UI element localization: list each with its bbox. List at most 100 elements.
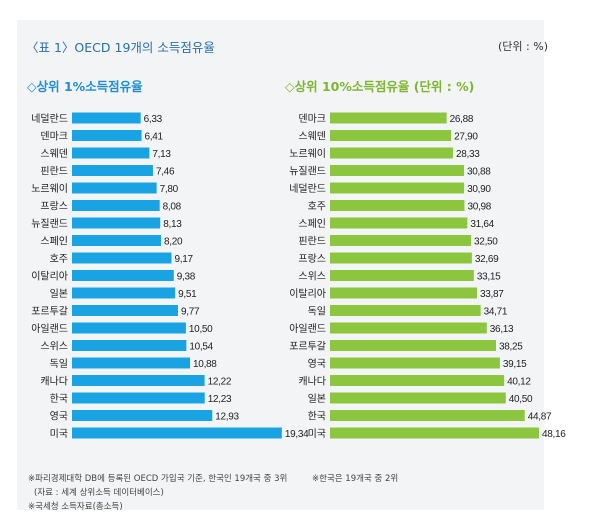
right-category-label-11: 이탈리아 xyxy=(289,287,326,300)
left-category-label-16: 캐나다 xyxy=(40,376,68,388)
left-category-label-14: 스위스 xyxy=(40,340,68,353)
right-category-label-17: 일본 xyxy=(308,393,326,405)
right-bar-8 xyxy=(330,235,472,246)
right-value-label-1: 26,88 xyxy=(450,114,474,125)
right-bar-2 xyxy=(330,130,452,141)
right-value-label-19: 48,16 xyxy=(542,429,566,440)
right-bar-9 xyxy=(330,252,472,264)
left-chart-title: ◇상위 1%소득점유율 xyxy=(27,79,143,94)
unit-label: (단위 : %) xyxy=(498,40,548,53)
right-value-label-13: 36,13 xyxy=(490,324,514,335)
right-category-label-19: 미국 xyxy=(308,428,326,440)
footnote-korea-rank: ※한국은 19개국 중 2위 xyxy=(312,474,399,484)
left-category-label-12: 포르투갈 xyxy=(31,305,68,318)
left-value-label-7: 8,13 xyxy=(163,219,182,230)
left-category-label-7: 뉴질랜드 xyxy=(31,218,68,230)
right-category-label-7: 스페인 xyxy=(298,218,326,230)
footnote-source-rank: ※파리경제대학 DB에 등록된 OECD 가입국 기준, 한국인 19개국 중 … xyxy=(28,474,288,484)
left-bar-3 xyxy=(72,147,150,159)
left-category-label-1: 네덜란드 xyxy=(31,113,68,125)
left-bar-4 xyxy=(72,165,153,176)
left-bar-1 xyxy=(72,112,141,124)
right-category-label-5: 네덜란드 xyxy=(289,183,326,195)
right-bar-18 xyxy=(330,410,525,421)
left-value-label-14: 10,54 xyxy=(189,342,213,353)
left-bar-19 xyxy=(72,427,282,439)
right-bar-1 xyxy=(330,112,447,124)
left-value-label-13: 10,50 xyxy=(189,324,213,335)
right-value-label-2: 27,90 xyxy=(454,132,478,143)
right-bar-11 xyxy=(330,287,477,299)
right-bar-16 xyxy=(330,375,505,386)
footnote-tax-data: ※국세청 소득자료(총소득) xyxy=(28,502,123,512)
left-value-label-1: 6,33 xyxy=(144,114,163,125)
left-value-label-6: 8,08 xyxy=(163,202,182,213)
left-category-label-15: 독일 xyxy=(50,358,68,370)
left-bar-13 xyxy=(72,322,186,334)
left-category-label-9: 호주 xyxy=(50,253,68,265)
right-value-label-9: 32,69 xyxy=(475,254,499,265)
right-bar-14 xyxy=(330,340,497,351)
left-bar-9 xyxy=(72,252,172,264)
left-category-label-11: 일본 xyxy=(50,288,68,300)
right-value-label-15: 39,15 xyxy=(503,359,527,370)
right-value-label-4: 30,88 xyxy=(467,167,491,178)
left-category-label-3: 스웨덴 xyxy=(40,148,68,160)
right-bar-7 xyxy=(330,217,468,229)
left-value-label-15: 10,88 xyxy=(193,359,217,370)
right-category-label-18: 한국 xyxy=(308,411,326,423)
left-category-label-17: 한국 xyxy=(50,393,68,405)
right-category-label-2: 스웨덴 xyxy=(298,131,326,143)
right-category-label-8: 핀란드 xyxy=(298,236,326,248)
right-value-label-6: 30,98 xyxy=(467,202,491,213)
right-value-label-17: 40,50 xyxy=(509,394,533,405)
right-category-label-10: 스위스 xyxy=(298,270,326,283)
right-value-label-14: 38,25 xyxy=(499,342,523,353)
left-value-label-19: 19,34 xyxy=(285,429,309,440)
left-category-label-19: 미국 xyxy=(50,428,68,440)
left-value-label-3: 7,13 xyxy=(152,149,171,160)
page-title: 〈표 1〉OECD 19개의 소득점유율 xyxy=(26,40,215,55)
left-category-label-18: 영국 xyxy=(50,411,68,423)
right-category-label-15: 영국 xyxy=(308,358,326,370)
left-value-label-9: 9,17 xyxy=(174,254,193,265)
right-bar-10 xyxy=(330,270,474,281)
right-value-label-16: 40,12 xyxy=(507,377,531,388)
left-value-label-11: 9,51 xyxy=(178,289,197,300)
left-bar-12 xyxy=(72,305,179,316)
footnote-data-source: (자료 : 세계 상위소득 데이터베이스) xyxy=(34,488,164,498)
left-value-label-2: 6,41 xyxy=(145,132,164,143)
left-value-label-12: 9,77 xyxy=(181,307,200,318)
left-bar-17 xyxy=(72,392,205,404)
right-value-label-11: 33,87 xyxy=(480,289,504,300)
left-category-label-4: 핀란드 xyxy=(40,166,68,178)
right-bar-5 xyxy=(330,182,465,194)
left-category-label-10: 이탈리아 xyxy=(31,270,68,283)
left-bar-14 xyxy=(72,340,187,351)
left-bar-10 xyxy=(72,270,174,281)
left-category-label-2: 덴마크 xyxy=(40,131,68,143)
left-category-label-8: 스페인 xyxy=(40,236,68,248)
right-category-label-3: 노르웨이 xyxy=(289,148,326,160)
right-value-label-3: 28,33 xyxy=(456,149,480,160)
left-value-label-16: 12,22 xyxy=(208,377,232,388)
right-category-label-13: 아일랜드 xyxy=(289,323,326,335)
right-category-label-9: 프랑스 xyxy=(298,253,326,265)
right-bar-12 xyxy=(330,305,481,316)
left-bar-11 xyxy=(72,287,176,299)
right-category-label-1: 덴마크 xyxy=(298,113,326,125)
right-bar-13 xyxy=(330,322,487,334)
left-bar-6 xyxy=(72,200,160,211)
right-category-label-12: 독일 xyxy=(308,306,326,318)
right-category-label-16: 캐나다 xyxy=(298,376,326,388)
right-category-label-14: 포르투갈 xyxy=(289,340,326,353)
right-value-label-12: 34,71 xyxy=(484,307,508,318)
left-value-label-5: 7,80 xyxy=(160,184,179,195)
right-bar-17 xyxy=(330,392,506,404)
right-value-label-10: 33,15 xyxy=(477,272,501,283)
left-category-label-6: 프랑스 xyxy=(40,201,68,213)
right-value-label-18: 44,87 xyxy=(528,412,552,423)
left-bar-2 xyxy=(72,130,142,141)
right-bar-15 xyxy=(330,357,500,369)
